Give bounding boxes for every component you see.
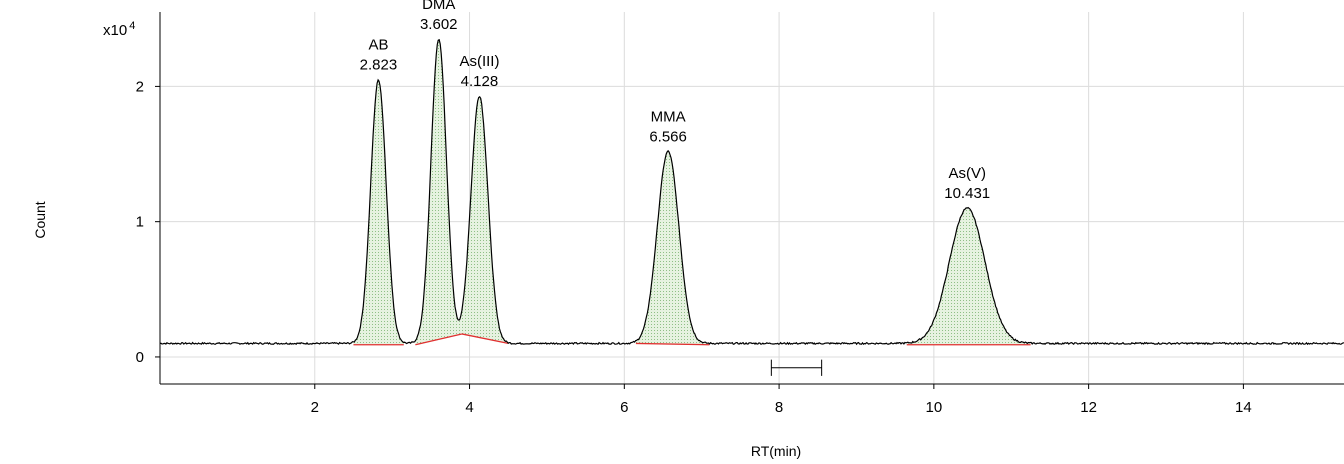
- peak-fills: [353, 39, 1031, 345]
- x-tick-label: 12: [1080, 399, 1097, 416]
- y-axis-multiplier-exponent: 4: [129, 20, 135, 32]
- x-tick-label: 2: [311, 399, 319, 416]
- peak-rt-label: 2.823: [360, 57, 398, 74]
- peak-rt-label: 10.431: [944, 185, 990, 202]
- y-axis-title: Count: [32, 201, 48, 238]
- y-tick-label: 0: [136, 349, 144, 366]
- x-tick-label: 6: [620, 399, 628, 416]
- grid-lines: [160, 12, 1344, 384]
- x-tick-label: 14: [1235, 399, 1252, 416]
- y-axis-multiplier: x10 4: [103, 20, 135, 39]
- y-tick-label: 1: [136, 214, 144, 231]
- integration-baseline-As(III): [461, 333, 509, 345]
- peak-fill-DMA: [415, 39, 462, 345]
- chromatogram-trace: [159, 38, 1344, 346]
- peak-fill-As(V): [906, 208, 1031, 345]
- x-tick-label: 8: [775, 399, 783, 416]
- peak-labels: AB 2.823 DMA 3.602 As(III) 4.128 MMA 6.566 As(V)…: [360, 0, 990, 202]
- peak-name-label: As(III): [459, 53, 499, 70]
- peak-fill-As(III): [461, 96, 509, 344]
- peak-name-label: As(V): [948, 165, 986, 182]
- x-axis-title: RT(min): [751, 443, 801, 459]
- integration-baseline-DMA: [415, 333, 462, 346]
- peak-fill-AB: [353, 79, 404, 345]
- peak-name-label: DMA: [422, 0, 455, 13]
- peak-rt-label: 6.566: [649, 128, 687, 145]
- peak-rt-label: 3.602: [420, 16, 458, 33]
- x-tick-label: 4: [465, 399, 473, 416]
- peak-fill-MMA: [635, 151, 710, 345]
- peak-rt-label: 4.128: [461, 73, 499, 90]
- y-tick-label: 2: [136, 78, 144, 95]
- integration-baselines: [353, 333, 1031, 346]
- peak-name-label: AB: [368, 37, 388, 54]
- integration-baseline-MMA: [635, 342, 710, 346]
- x-tick-label: 10: [926, 399, 943, 416]
- peak-name-label: MMA: [651, 108, 686, 125]
- axes: [155, 12, 1344, 389]
